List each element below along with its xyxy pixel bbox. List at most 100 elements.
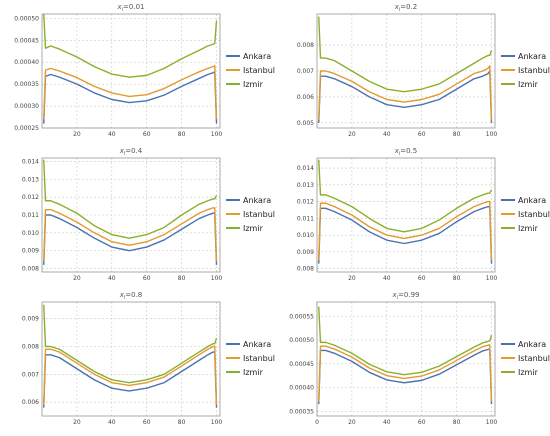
series-line-istanbul [318, 344, 493, 402]
x-tick-label: 0 [315, 419, 319, 426]
data-point-istanbul [403, 101, 405, 103]
data-point-ankara [386, 239, 388, 241]
chart-svg: xi=0.2 20 40 60 80 100 0.005 0.006 0.007 0.008 Ank… [297, 3, 550, 138]
data-point-istanbul [489, 65, 491, 67]
legend-label: Istanbul [518, 66, 550, 75]
y-tick-label: 0.00035 [14, 81, 39, 88]
data-point-ankara [456, 221, 458, 223]
data-point-istanbul [487, 67, 489, 69]
data-point-izmir [473, 197, 475, 199]
data-point-ankara [76, 83, 78, 85]
y-tick-label: 0.007 [22, 371, 39, 378]
series-line-istanbul [43, 65, 218, 120]
data-point-izmir [44, 345, 46, 347]
data-point-izmir [207, 345, 209, 347]
legend-label: Istanbul [243, 210, 275, 219]
data-point-ankara [50, 74, 52, 76]
data-point-izmir [421, 88, 423, 90]
data-point-ankara [50, 214, 52, 216]
data-point-istanbul [76, 221, 78, 223]
data-point-izmir [456, 73, 458, 75]
y-tick-label: 0.00035 [289, 408, 314, 415]
data-point-ankara [58, 76, 60, 78]
y-tick-label: 0.014 [22, 159, 39, 166]
x-tick-label: 40 [108, 419, 116, 426]
data-point-ankara [403, 106, 405, 108]
data-point-izmir [146, 74, 148, 76]
data-point-istanbul [198, 71, 200, 73]
data-point-istanbul [207, 209, 209, 211]
data-point-izmir [403, 231, 405, 233]
data-point-istanbul [489, 201, 491, 203]
data-point-ankara [76, 226, 78, 228]
series-line-ankara [43, 212, 218, 265]
series-line-istanbul [318, 65, 493, 121]
data-point-izmir [207, 45, 209, 47]
data-point-ankara [111, 99, 113, 100]
series-line-istanbul [43, 207, 218, 262]
data-point-istanbul [207, 67, 209, 69]
data-point-izmir [93, 66, 95, 68]
data-point-izmir [368, 363, 370, 365]
data-point-istanbul [456, 359, 458, 361]
data-point-istanbul [111, 92, 113, 94]
data-point-izmir [181, 58, 183, 60]
data-point-izmir [111, 234, 113, 236]
data-point-istanbul [473, 350, 475, 352]
data-point-ankara [333, 352, 335, 354]
data-point-izmir [111, 73, 113, 75]
data-point-ankara [325, 75, 327, 77]
x-tick-label: 100 [211, 275, 223, 282]
series-line-izmir [43, 13, 218, 78]
x-tick-label: 60 [143, 131, 151, 138]
data-point-ankara [93, 92, 95, 94]
data-point-istanbul [438, 227, 440, 229]
y-tick-label: 0.009 [297, 249, 314, 256]
data-point-ankara [198, 218, 200, 220]
legend-label: Izmir [243, 224, 264, 233]
x-tick-label: 20 [73, 419, 81, 426]
legend-label: Ankara [518, 340, 546, 349]
data-point-ankara [207, 354, 209, 356]
data-point-ankara [58, 357, 60, 359]
data-point-izmir [386, 88, 388, 90]
data-point-istanbul [50, 67, 52, 69]
chart-panel-4: xi=0.5 20 40 60 80 100 0.008 0.009 0.010 0.011 0.0… [275, 144, 550, 288]
plot-frame [316, 13, 496, 129]
data-point-istanbul [111, 241, 113, 243]
data-point-ankara [93, 379, 95, 381]
data-point-istanbul [111, 382, 113, 384]
data-point-ankara [403, 243, 405, 244]
data-point-izmir [198, 49, 200, 51]
series-line-ankara [318, 348, 493, 405]
data-point-izmir [351, 70, 353, 72]
data-point-izmir [212, 43, 214, 45]
plot-frame [41, 301, 221, 417]
chart-svg: xi=0.5 20 40 60 80 100 0.008 0.009 0.010 0.011 0.0… [297, 147, 550, 282]
data-point-izmir [482, 57, 484, 59]
data-point-ankara [128, 390, 130, 392]
data-point-ankara [351, 360, 353, 362]
data-point-istanbul [403, 237, 405, 239]
y-tick-label: 0.00045 [14, 37, 39, 44]
y-tick-label: 0.010 [22, 230, 39, 237]
y-tick-label: 0.014 [297, 165, 314, 172]
data-point-istanbul [368, 367, 370, 369]
data-point-ankara [146, 100, 148, 102]
data-point-istanbul [489, 344, 491, 346]
data-point-ankara [473, 78, 475, 80]
data-point-izmir [50, 345, 52, 347]
data-point-izmir [368, 217, 370, 219]
data-point-istanbul [198, 212, 200, 214]
data-point-ankara [163, 239, 165, 241]
data-point-izmir [212, 198, 214, 200]
data-point-izmir [351, 352, 353, 354]
data-point-ankara [438, 373, 440, 375]
data-point-izmir [456, 356, 458, 358]
data-point-izmir [325, 57, 327, 59]
data-point-ankara [473, 354, 475, 356]
x-tick-label: 100 [211, 419, 223, 426]
series-line-istanbul [318, 200, 493, 261]
x-tick-label: 80 [178, 131, 186, 138]
